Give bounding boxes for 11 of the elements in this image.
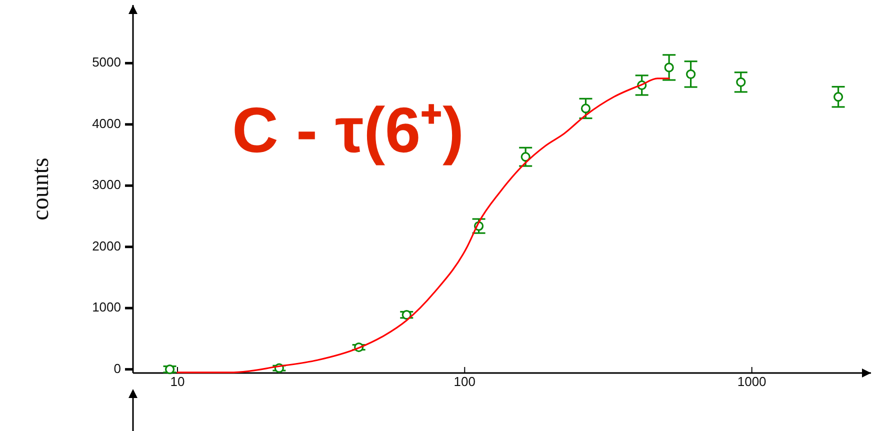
x-tick-label: 1000 xyxy=(737,374,766,389)
x-tick-label: 10 xyxy=(170,374,185,389)
y-tick-label: 4000 xyxy=(92,116,121,131)
y-tick-label: 1000 xyxy=(92,300,121,315)
text: C - τ(6⁺) xyxy=(232,94,464,166)
y-tick-label: 0 xyxy=(114,360,121,376)
y-axis-title: counts xyxy=(28,158,54,220)
x-tick-label: 100 xyxy=(454,374,476,389)
y-tick-label: 2000 xyxy=(92,238,121,254)
y-tick-label: 3000 xyxy=(92,177,121,192)
y-tick-label: 5000 xyxy=(92,54,121,70)
